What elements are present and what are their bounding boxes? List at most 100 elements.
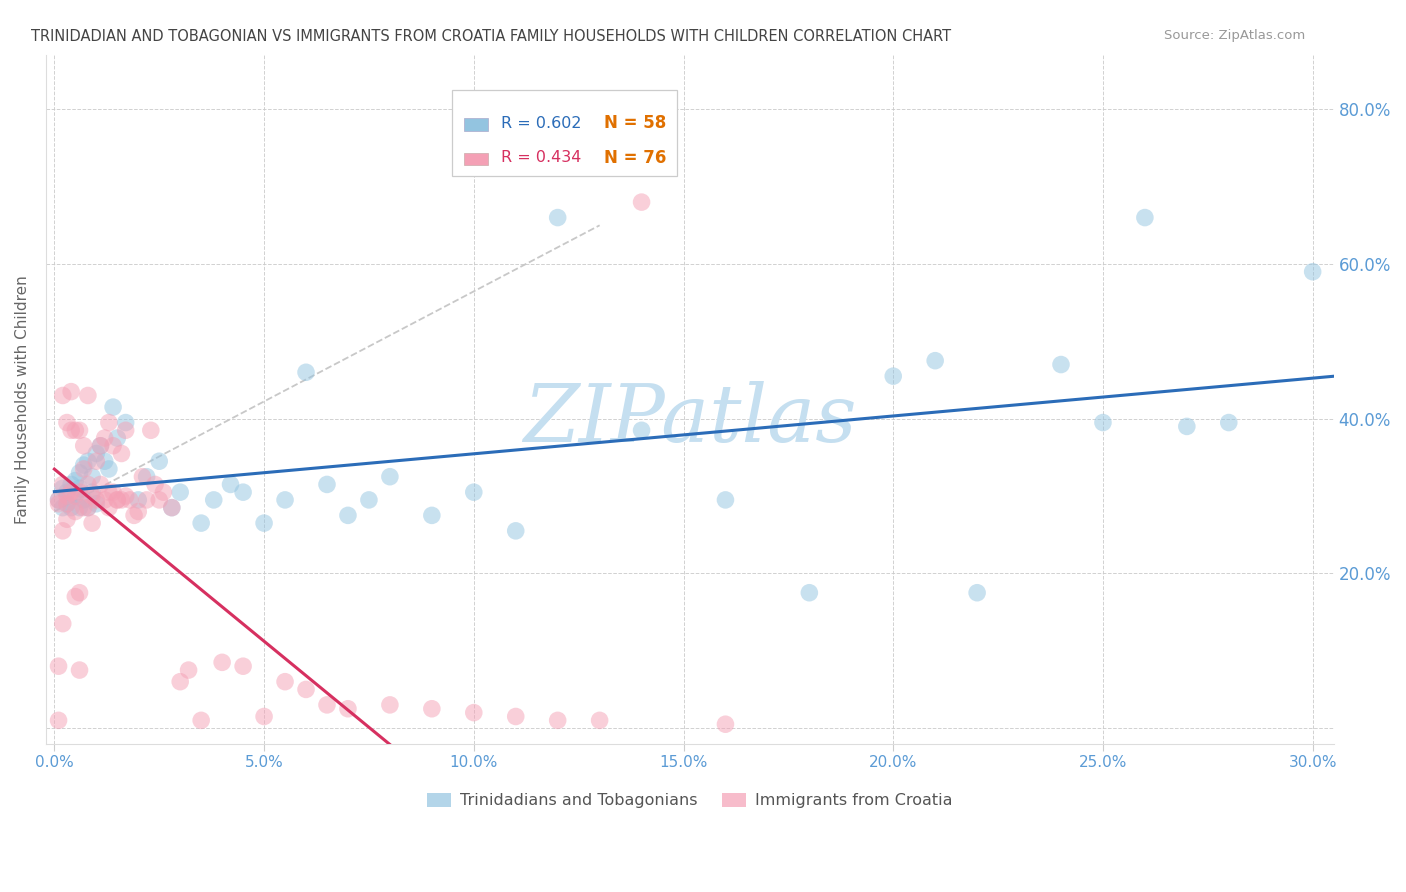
Point bbox=[65, 489, 87, 503]
Point bbox=[73, 439, 96, 453]
Point bbox=[160, 500, 183, 515]
Point bbox=[105, 431, 128, 445]
Point bbox=[73, 492, 96, 507]
Point bbox=[219, 477, 242, 491]
Point bbox=[84, 497, 107, 511]
Point bbox=[463, 485, 485, 500]
Point bbox=[52, 477, 75, 491]
Point bbox=[253, 709, 276, 723]
Point bbox=[135, 469, 157, 483]
Point bbox=[56, 485, 79, 500]
Point bbox=[114, 489, 136, 503]
Point bbox=[52, 616, 75, 631]
Point bbox=[48, 714, 70, 728]
Point bbox=[77, 477, 100, 491]
Point bbox=[48, 492, 70, 507]
Text: TRINIDADIAN AND TOBAGONIAN VS IMMIGRANTS FROM CROATIA FAMILY HOUSEHOLDS WITH CHI: TRINIDADIAN AND TOBAGONIAN VS IMMIGRANTS… bbox=[31, 29, 950, 44]
Text: Source: ZipAtlas.com: Source: ZipAtlas.com bbox=[1164, 29, 1305, 42]
Point bbox=[60, 485, 83, 500]
Point bbox=[77, 500, 100, 515]
Point bbox=[101, 485, 124, 500]
Point bbox=[924, 353, 946, 368]
Point bbox=[232, 485, 254, 500]
Point bbox=[69, 466, 91, 480]
Point bbox=[52, 500, 75, 515]
FancyBboxPatch shape bbox=[464, 119, 488, 131]
Point bbox=[114, 416, 136, 430]
Point bbox=[127, 492, 149, 507]
Point bbox=[190, 516, 212, 530]
Point bbox=[52, 388, 75, 402]
Y-axis label: Family Households with Children: Family Households with Children bbox=[15, 275, 30, 524]
Point bbox=[56, 489, 79, 503]
Point bbox=[420, 702, 443, 716]
Point bbox=[89, 439, 111, 453]
Point bbox=[101, 439, 124, 453]
Point bbox=[69, 481, 91, 495]
Point bbox=[97, 485, 120, 500]
Text: N = 58: N = 58 bbox=[603, 114, 666, 132]
Point bbox=[122, 508, 145, 523]
Point bbox=[378, 698, 401, 712]
Text: ZIPatlas: ZIPatlas bbox=[523, 381, 856, 458]
Point bbox=[152, 485, 174, 500]
Point bbox=[105, 492, 128, 507]
Point bbox=[60, 384, 83, 399]
Point bbox=[316, 477, 339, 491]
Point bbox=[65, 489, 87, 503]
Point bbox=[93, 431, 115, 445]
Point bbox=[82, 489, 104, 503]
Point bbox=[232, 659, 254, 673]
Point bbox=[97, 462, 120, 476]
Point bbox=[202, 492, 225, 507]
Point bbox=[84, 492, 107, 507]
Point bbox=[60, 500, 83, 515]
Point bbox=[1302, 265, 1324, 279]
Point bbox=[84, 446, 107, 460]
Point bbox=[547, 211, 569, 225]
Point bbox=[714, 717, 737, 731]
Text: N = 76: N = 76 bbox=[603, 149, 666, 167]
Point bbox=[110, 492, 132, 507]
Point bbox=[89, 439, 111, 453]
Point bbox=[274, 674, 297, 689]
Point bbox=[48, 659, 70, 673]
Legend: Trinidadians and Tobagonians, Immigrants from Croatia: Trinidadians and Tobagonians, Immigrants… bbox=[420, 787, 959, 814]
Point bbox=[48, 497, 70, 511]
Point bbox=[77, 500, 100, 515]
Point bbox=[48, 492, 70, 507]
Point bbox=[1218, 416, 1240, 430]
Point bbox=[105, 492, 128, 507]
Point bbox=[56, 416, 79, 430]
Point bbox=[177, 663, 200, 677]
Point bbox=[1050, 358, 1073, 372]
Point bbox=[714, 492, 737, 507]
Point bbox=[135, 492, 157, 507]
Point bbox=[966, 585, 988, 599]
FancyBboxPatch shape bbox=[464, 153, 488, 165]
Point bbox=[77, 388, 100, 402]
Point bbox=[148, 454, 170, 468]
Point bbox=[69, 500, 91, 515]
Point bbox=[82, 516, 104, 530]
Point bbox=[143, 477, 166, 491]
Point bbox=[110, 446, 132, 460]
Point bbox=[82, 485, 104, 500]
Point bbox=[65, 504, 87, 518]
Point bbox=[65, 590, 87, 604]
Point bbox=[69, 663, 91, 677]
Point bbox=[65, 474, 87, 488]
Point bbox=[505, 524, 527, 538]
Point bbox=[253, 516, 276, 530]
Point bbox=[89, 477, 111, 491]
Point bbox=[52, 524, 75, 538]
Point bbox=[169, 485, 191, 500]
Point bbox=[139, 423, 162, 437]
Point bbox=[82, 469, 104, 483]
Point bbox=[463, 706, 485, 720]
Point bbox=[505, 709, 527, 723]
Point bbox=[114, 423, 136, 437]
Point bbox=[131, 469, 153, 483]
Point bbox=[547, 714, 569, 728]
Point bbox=[1175, 419, 1198, 434]
